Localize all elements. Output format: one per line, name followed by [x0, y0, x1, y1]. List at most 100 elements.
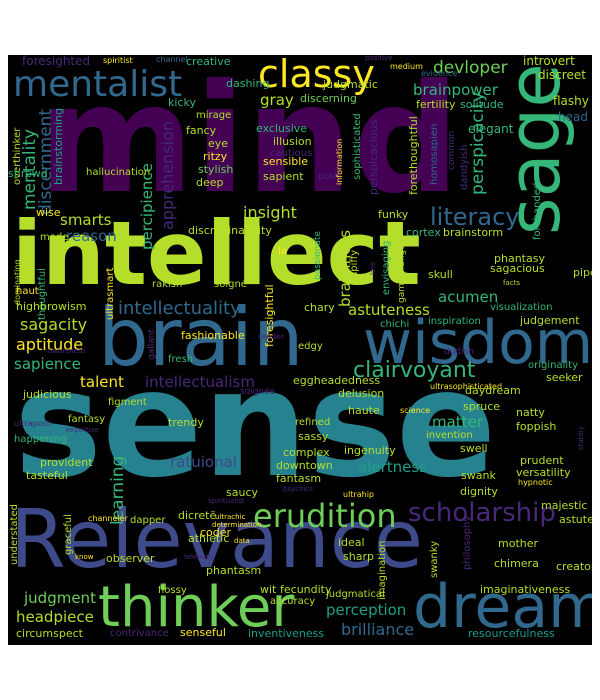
word-discerning: discerning [300, 92, 357, 105]
word-talent: talent [80, 373, 124, 391]
word-ingenuity: ingenuity [344, 444, 396, 457]
word-exclusive: exclusive [256, 122, 308, 135]
word-fresh: fresh [168, 354, 194, 365]
word-haute: haute [348, 404, 380, 417]
word-soignee: soigné [214, 279, 247, 290]
word-intellectuality: intellectuality [118, 298, 241, 319]
word-resourcefulness: resourcefulness [468, 627, 555, 640]
word-positive: positive [365, 55, 393, 62]
word-seeker: seeker [546, 371, 583, 384]
word-creative: creative [186, 55, 231, 68]
word-data: data [234, 537, 250, 545]
word-rakish: rakish [152, 279, 183, 290]
word-intellectualism: intellectualism [145, 373, 255, 391]
word-sapient: sapient [263, 170, 304, 183]
word-creator: creator [556, 560, 592, 573]
word-head: head [558, 110, 588, 124]
word-fashionable: fashionable [181, 329, 245, 342]
word-ritzy: ritzy [203, 150, 228, 163]
word-dandyish: dandyish [459, 144, 470, 190]
word-chimera: chimera [494, 557, 539, 570]
word-sassy: sassy [298, 430, 329, 443]
word-imaginativeness: imaginativeness [480, 583, 571, 596]
word-fantasm: fantasm [276, 472, 322, 485]
word-brain: brain [98, 291, 304, 384]
word-channeler: channeler [88, 514, 128, 523]
word-complex: complex [283, 446, 330, 459]
word-discriminability: discriminability [188, 224, 272, 237]
word-soignee2: soignée [240, 387, 276, 397]
word-envisaging: envisaging [381, 240, 392, 295]
word-eggheadedness: eggheadedness [293, 374, 381, 387]
word-fantasy: fantasy [68, 414, 106, 425]
word-mind: mind [38, 55, 460, 227]
word-senseful: senseful [180, 626, 226, 639]
word-spiritist: spiritist [103, 56, 133, 65]
word-judgment: judgment [24, 589, 96, 607]
word-judgmatic: judgmatic [323, 78, 378, 91]
word-shrewd: shrewd [8, 167, 48, 180]
word-spiritualist: spiritualist [208, 497, 245, 505]
word-brainstorm: brainstorm [443, 226, 504, 239]
word-edgy: edgy [298, 341, 323, 352]
word-flashy: flashy [553, 94, 589, 108]
word-saucy: saucy [226, 486, 259, 499]
word-hypnotic: hypnotic [518, 478, 553, 487]
word-astute: astute [559, 513, 592, 526]
word-dudish: dudish [444, 347, 475, 357]
word-ratuional: ratuional [170, 453, 237, 471]
word-skull: skull [428, 268, 453, 281]
word-solitude: solitude [460, 98, 504, 111]
word-flossy: flossy [158, 585, 187, 596]
word-spiffy: spiffy [349, 249, 360, 277]
word-wit: wit [260, 583, 277, 596]
word-clairvoyant: clairvoyant [353, 358, 476, 383]
word-understated: understated [9, 504, 20, 565]
word-erudition: erudition [253, 497, 397, 535]
word-invention: invention [426, 430, 473, 441]
word-sapience: sapience [14, 355, 81, 373]
word-foppish: foppish [516, 420, 557, 433]
word-prudent: prudent [520, 454, 564, 467]
word-posh: posh [318, 172, 340, 182]
word-swanky: swanky [429, 540, 440, 578]
word-stately: stately [577, 426, 585, 450]
word-cortex: cortex [406, 226, 441, 239]
word-deep: deep [196, 176, 224, 189]
word-provident: provident [40, 456, 93, 469]
word-discrete: dicretë [178, 509, 217, 522]
word-telepath: telepath [184, 553, 214, 561]
word-wisdom: wisdom [363, 308, 592, 378]
word-figment: figment [108, 397, 147, 408]
word-downtown: downtown [276, 459, 333, 472]
word-acumen: acumen [438, 288, 499, 306]
word-sagacity: sagacity [20, 315, 88, 334]
word-headpiece: headpiece [16, 608, 94, 626]
word-gamechanger: gamechanger [397, 240, 407, 303]
word-ultrasophisticated: ultrasophisticated [430, 382, 503, 391]
word-relevance: Relevance [10, 493, 423, 586]
word-coder: coder [200, 526, 232, 539]
word-athletic: athletic [188, 532, 230, 545]
word-classy: classy [258, 55, 375, 96]
word-ultraposh: ultraposh [14, 419, 52, 428]
word-aptitude: aptitude [16, 335, 84, 354]
word-insight: insight [243, 203, 297, 222]
word-know: know [75, 553, 94, 561]
word-graceful: graceful [63, 514, 74, 555]
word-reason: reason [66, 227, 117, 245]
word-ultrasmart: ultrasmart [105, 267, 116, 320]
word-illusion: illusion [273, 135, 312, 148]
word-versatility: versatility [516, 466, 571, 479]
word-homosapien: homosapien [429, 123, 440, 185]
word-brilliance: brilliance [341, 620, 415, 639]
word-judgmatical: judgmatical [326, 589, 385, 600]
word-astuteness: astuteness [348, 301, 430, 319]
word-reader: reader [258, 332, 285, 341]
word-sharp: sharp [343, 550, 374, 563]
word-dapper: dapper [130, 515, 166, 526]
word-matter: matter [432, 413, 483, 431]
word-inventiveness: inventiveness [248, 627, 325, 640]
word-hallucination: hallucination [86, 167, 151, 178]
word-originality: originality [528, 360, 578, 371]
